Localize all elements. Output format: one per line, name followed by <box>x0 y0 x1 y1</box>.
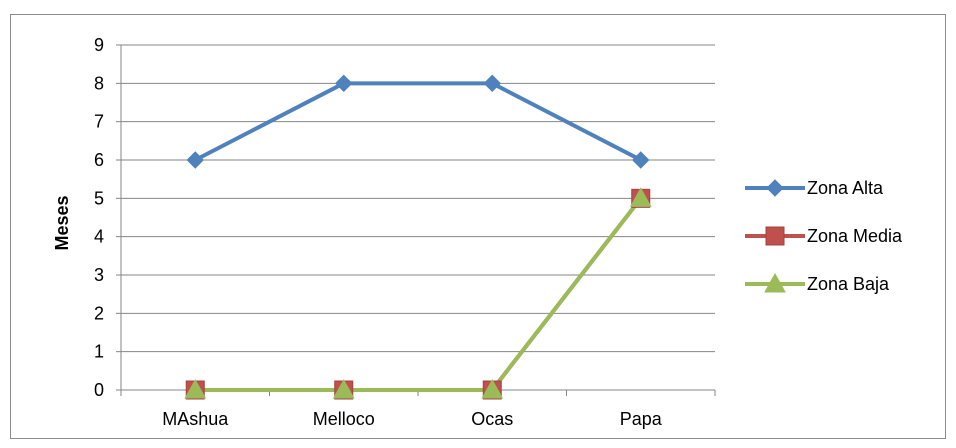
legend-label-zona-baja: Zona Baja <box>807 274 890 294</box>
y-tick-label: 4 <box>94 227 104 247</box>
x-tick-label: Ocas <box>471 409 513 429</box>
series-line-zona-baja <box>195 197 643 392</box>
data-point-zona-baja <box>332 378 355 399</box>
legend-label-zona-media: Zona Media <box>807 226 903 246</box>
y-axis-title: Meses <box>52 195 72 250</box>
data-point-zona-alta <box>632 151 650 169</box>
y-tick-label: 1 <box>94 342 104 362</box>
y-tick-label: 7 <box>94 112 104 132</box>
series-markers <box>184 74 652 400</box>
y-tick-label: 5 <box>94 188 104 208</box>
y-tick-label: 2 <box>94 303 104 323</box>
gridlines <box>121 44 715 353</box>
y-tick-labels: 0 1 2 3 4 5 6 7 8 9 <box>94 35 104 400</box>
legend-label-zona-alta: Zona Alta <box>807 178 884 198</box>
series-line-zona-media <box>195 197 643 392</box>
series-line-zona-alta <box>194 81 642 162</box>
y-tick-label: 9 <box>94 35 104 55</box>
data-point-zona-alta <box>186 151 204 169</box>
data-point-zona-baja <box>629 187 652 207</box>
x-tick-label: Melloco <box>313 409 375 429</box>
y-tick-label: 3 <box>94 265 104 285</box>
data-point-zona-baja <box>184 378 207 399</box>
legend: Zona Alta Zona Media Zona Baja <box>745 178 903 294</box>
data-point-zona-alta <box>483 74 501 93</box>
data-point-zona-alta <box>335 74 353 93</box>
y-tick-label: 6 <box>94 150 104 170</box>
legend-marker-zona-baja <box>764 272 786 293</box>
data-point-zona-baja <box>481 378 504 399</box>
legend-marker-zona-alta <box>766 179 784 197</box>
x-tick-label: MAshua <box>162 409 229 429</box>
series-lines <box>194 81 643 392</box>
y-tick-label: 8 <box>94 73 104 93</box>
x-tick-labels: MAshua Melloco Ocas Papa <box>162 409 663 429</box>
x-tick-label: Papa <box>620 409 663 429</box>
legend-marker-zona-media <box>765 226 785 246</box>
y-tick-label: 0 <box>94 380 104 400</box>
